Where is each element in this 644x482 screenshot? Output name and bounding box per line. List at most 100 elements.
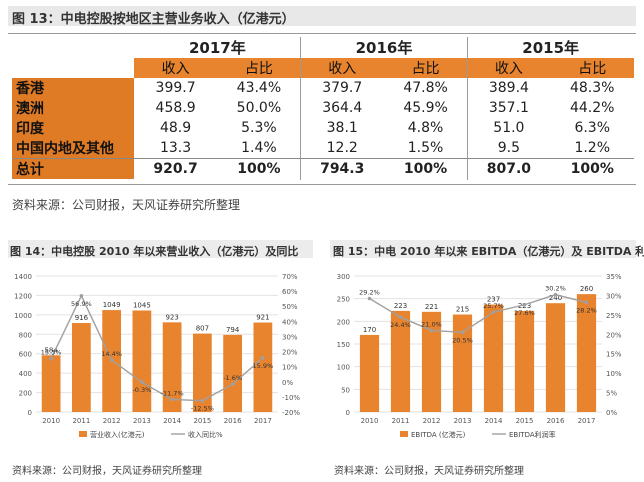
y-tick-label: 50 [341,386,350,394]
bar-value-label: 923 [165,313,178,321]
line-point [584,300,589,305]
line-value-label: -0.3% [132,386,151,394]
table-cell: 399.7 [155,80,196,96]
line-value-label: 30.2% [545,285,566,293]
y2-tick-label: 0% [606,409,617,417]
row-label: 印度 [12,118,134,138]
bar [545,303,566,412]
bar [359,334,380,412]
bar [421,311,442,412]
table-source: 资料来源：公司财报，天风证券研究所整理 [12,198,241,212]
line-value-label: 27.6% [514,309,535,317]
table-cell: 12.2 [326,140,358,156]
table-bottom-rule [8,184,636,185]
table-cell: 1.2% [574,140,611,156]
table-row: 香港 399.7 43.4% 379.7 47.8% 389.4 48.3% [12,78,634,98]
line-value-label: 21.0% [421,320,442,328]
figure-15-title: 图 15：中电 2010 年以来 EBITDA（亿港元）及 EBITDA 利润率 [333,245,644,258]
y-tick-label: 1000 [14,312,32,320]
table-cell: 44.2% [569,100,615,116]
y2-tick-label: 5% [606,390,617,398]
sub-header-revenue: 收入 [300,58,384,78]
table-cell: 1.4% [241,140,277,156]
sub-header-share: 占比 [383,58,468,78]
table-cell: 5.3% [241,120,277,136]
y-tick-label: 250 [337,296,350,304]
table-cell: 6.3% [574,120,611,136]
line-value-label: 56.9% [71,300,92,308]
table-cell: 379.7 [322,80,363,96]
table-cell: 807.0 [467,158,551,179]
bar-value-label: 921 [256,314,269,322]
bar-value-label: 215 [456,306,469,314]
y-tick-label: 150 [337,341,350,349]
line-value-label: 28.2% [576,306,597,314]
y-tick-label: 0 [346,409,350,417]
y-tick-label: 800 [19,331,32,339]
y2-tick-label: 40% [282,318,298,326]
figure-15-source: 资料来源：公司财报，天风证券研究所整理 [334,466,524,477]
bar [162,322,182,412]
line-value-label: -12.5% [191,405,214,413]
y-tick-label: 1400 [14,273,32,281]
x-tick-label: 2012 [103,417,121,425]
y2-tick-label: -10% [282,394,300,402]
row-label: 澳洲 [12,98,134,118]
row-label: 中国内地及其他 [12,138,134,159]
table-cell: 4.8% [407,120,444,136]
table-cell: 458.9 [155,100,196,116]
sub-header-share: 占比 [217,58,301,78]
bar [71,323,91,412]
year-header-2015: 2015年 [522,39,580,57]
y-tick-label: 100 [337,364,350,372]
row-label: 香港 [12,78,134,98]
y-tick-label: 600 [19,351,32,359]
sub-header-revenue: 收入 [134,58,218,78]
legend-bar-swatch [400,431,408,437]
table-row: 中国内地及其他 13.3 1.4% 12.2 1.5% 9.5 1.2% [12,138,634,159]
table-row: 澳洲 458.9 50.0% 364.4 45.9% 357.1 44.2% [12,98,634,118]
legend-line-label: 收入同比% [188,430,223,439]
legend-bar-swatch [79,431,87,437]
x-tick-label: 2017 [578,417,596,425]
bar [483,304,504,412]
x-tick-label: 2015 [516,417,534,425]
x-tick-label: 2015 [193,417,211,425]
line-point [261,355,265,360]
figure-13-title-bar: 图 13：中电控股按地区主营业务收入（亿港元） [8,6,636,27]
y2-tick-label: 15% [606,351,622,359]
year-header-2017: 2017年 [188,39,246,57]
line-value-label: 20.5% [452,336,473,344]
bar [41,355,61,412]
revenue-chart: 0 200 400 600 800 1000 1200 1400 -20% -10% 0% 10% 20… [14,273,300,439]
table-cell: 45.9% [403,100,448,116]
x-tick-label: 2012 [423,417,441,425]
legend-bar-label: 营业收入(亿港元) [90,430,145,439]
table-cell: 13.3 [159,140,192,156]
line-value-label: 29.2% [359,289,380,297]
x-tick-label: 2014 [163,417,181,425]
line-point [140,380,144,385]
legend-bar-label: EBITDA (亿港元) [411,430,466,439]
series-line [369,293,587,334]
x-tick-label: 2010 [361,417,379,425]
table-row: 印度 48.9 5.3% 38.1 4.8% 51.0 6.3% [12,118,634,138]
bar-value-label: 916 [75,314,89,322]
y2-tick-label: 20% [282,349,298,357]
bar [576,294,597,412]
figure-14-title: 图 14：中电控股 2010 年以来营业收入（亿港元）及同比 [10,245,299,258]
table-cell: 9.5 [497,140,521,156]
bar-value-label: 237 [487,296,500,304]
y-tick-label: 400 [19,370,32,378]
bar [132,310,152,412]
bar [223,334,243,412]
year-header-2016: 2016年 [355,39,413,57]
table-top-rule [8,33,636,34]
y-tick-label: 300 [337,273,350,281]
x-tick-label: 2010 [42,417,60,425]
line-value-label: 14.4% [101,350,122,358]
y2-tick-label: 35% [606,273,622,281]
table-cell: 50.0% [236,100,282,116]
table-cell: 357.1 [488,100,529,116]
figure-13-title: 图 13：中电控股按地区主营业务收入（亿港元） [12,12,295,27]
